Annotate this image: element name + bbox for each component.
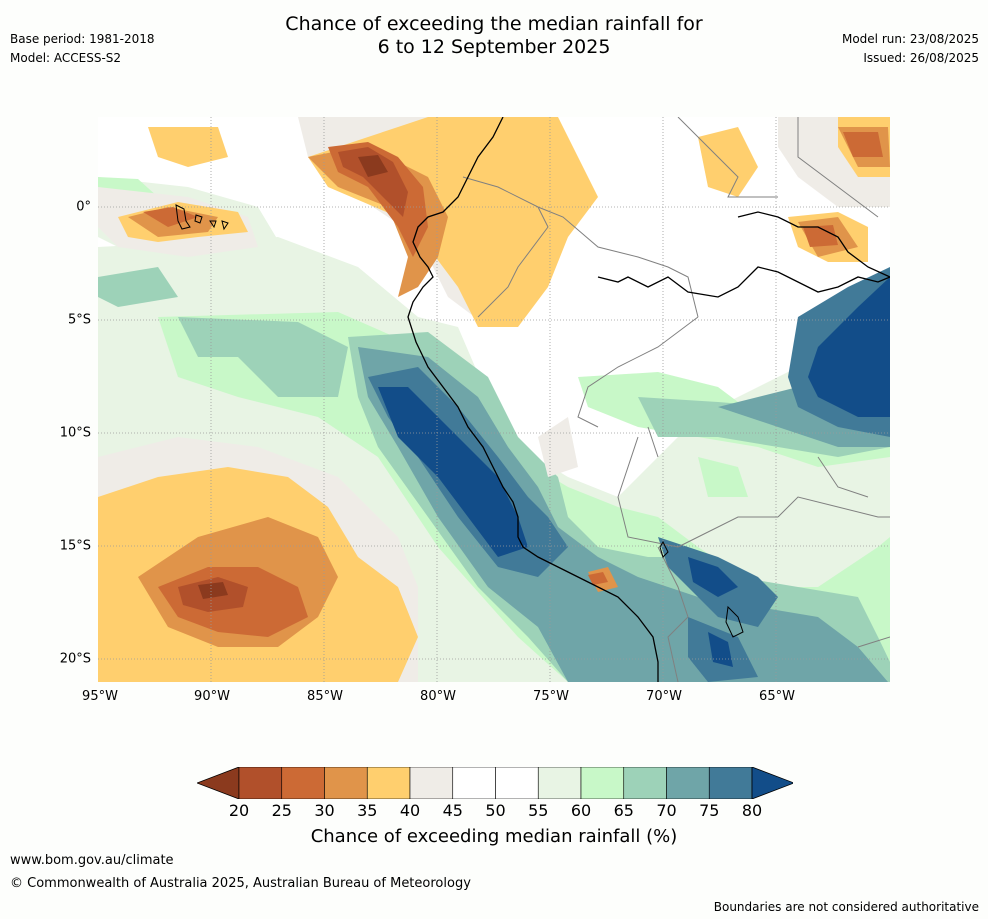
colorbar-tick-label: 25 <box>271 801 292 820</box>
colorbar-tick-label: 70 <box>656 801 677 820</box>
lon-tick-70w: 70°W <box>646 689 682 704</box>
lon-tick-90w: 90°W <box>194 689 230 704</box>
model-text: Model: ACCESS-S2 <box>10 51 122 65</box>
colorbar-segment <box>324 767 368 799</box>
chart-title: Chance of exceeding the median rainfall … <box>0 13 988 59</box>
probability-field-above-80 <box>378 277 890 667</box>
lat-tick-0: 0° <box>76 199 91 215</box>
footer-url[interactable]: www.bom.gov.au/climate <box>10 853 174 868</box>
base-period-text: Base period: 1981-2018 <box>10 32 155 46</box>
colorbar-tick-label: 35 <box>357 801 378 820</box>
lat-tick-15s: 15°S <box>59 538 91 554</box>
model-run-text: Model run: 23/08/2025 <box>841 32 979 46</box>
colorbar-segment <box>238 767 283 799</box>
colorbar-tick-label: 65 <box>613 801 634 820</box>
galapagos-islands <box>175 204 229 231</box>
lat-tick-5s: 5°S <box>67 312 91 328</box>
colorbar-tick-label: 40 <box>399 801 421 820</box>
lon-tick-85w: 85°W <box>307 689 343 704</box>
colorbar-segment <box>281 767 325 799</box>
colorbar-tick-label: 20 <box>228 801 250 820</box>
lake-titicaca <box>659 540 744 638</box>
colorbar-label: Chance of exceeding median rainfall (%) <box>310 826 678 847</box>
colorbar-tick-label: 60 <box>570 801 592 820</box>
lon-tick-65w: 65°W <box>759 689 795 704</box>
colorbar-tick-label: 50 <box>485 801 506 820</box>
lat-tick-10s: 10°S <box>59 425 91 441</box>
colorbar-tick-label: 80 <box>741 801 763 820</box>
lon-tick-75w: 75°W <box>533 689 569 704</box>
colorbar-segment <box>409 767 454 799</box>
colorbar-segment <box>452 767 496 799</box>
colorbar-segment <box>623 767 667 799</box>
probability-field-below-20 <box>198 155 388 599</box>
country-boundaries <box>462 117 890 682</box>
footer-disclaimer: Boundaries are not considered authoritat… <box>713 900 979 914</box>
title-line-2: 6 to 12 September 2025 <box>377 36 611 58</box>
colorbar-extend-high <box>751 767 793 799</box>
colorbar-segment <box>495 767 539 799</box>
rainfall-map <box>98 117 890 682</box>
issued-text: Issued: 26/08/2025 <box>863 51 979 65</box>
colorbar-segment <box>580 767 625 799</box>
colorbar-tick-label: 55 <box>528 801 549 820</box>
coastline <box>407 117 890 682</box>
footer-copyright: © Commonwealth of Australia 2025, Austra… <box>10 876 471 891</box>
colorbar-tick-label: 30 <box>314 801 335 820</box>
lon-tick-80w: 80°W <box>420 689 456 704</box>
colorbar-tick-label: 75 <box>699 801 720 820</box>
lat-tick-20s: 20°S <box>59 651 91 667</box>
colorbar-segment <box>366 767 411 799</box>
colorbar-tick-label: 45 <box>442 801 463 820</box>
colorbar-extend-low <box>197 767 240 799</box>
colorbar-segment <box>708 767 753 799</box>
colorbar <box>197 767 793 799</box>
colorbar-segment <box>666 767 710 799</box>
gridlines <box>98 117 890 682</box>
lon-tick-95w: 95°W <box>82 689 118 704</box>
title-line-1: Chance of exceeding the median rainfall … <box>285 13 703 35</box>
colorbar-segment <box>537 767 582 799</box>
